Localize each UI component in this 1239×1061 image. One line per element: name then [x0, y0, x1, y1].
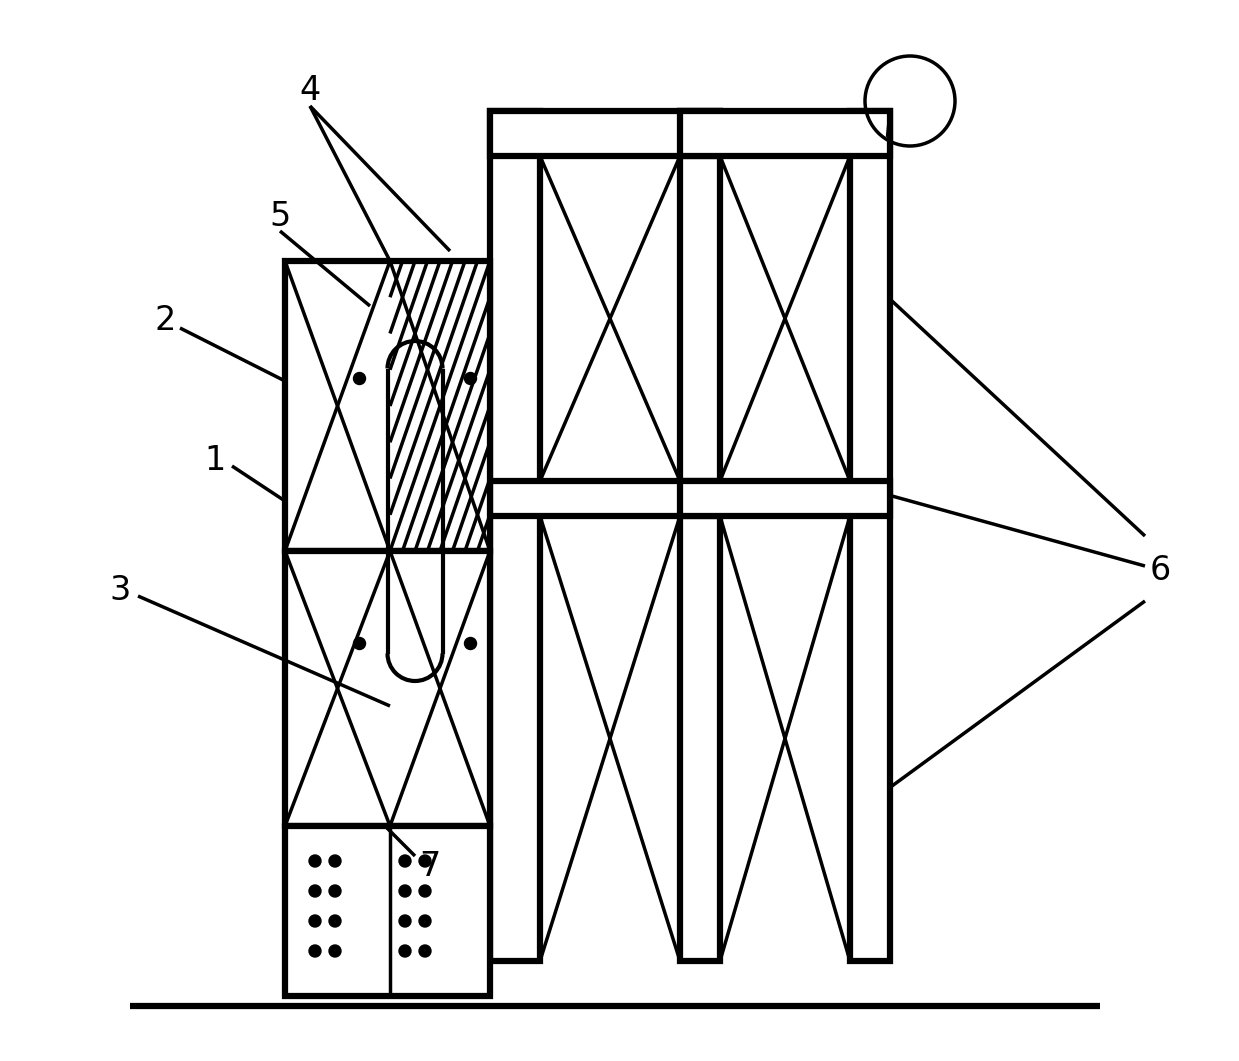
Circle shape [353, 372, 366, 384]
Circle shape [309, 885, 321, 897]
Text: 5: 5 [269, 199, 291, 232]
Bar [285, 261, 489, 551]
Bar [285, 827, 489, 996]
Bar [680, 111, 720, 961]
Bar [489, 481, 720, 516]
Bar [680, 481, 890, 516]
Bar [850, 111, 890, 961]
Text: 2: 2 [155, 305, 176, 337]
Circle shape [330, 885, 341, 897]
Circle shape [309, 915, 321, 927]
Circle shape [309, 945, 321, 957]
Circle shape [419, 885, 431, 897]
Circle shape [309, 855, 321, 867]
Bar [285, 551, 489, 827]
Circle shape [465, 638, 477, 649]
Text: 4: 4 [300, 74, 321, 107]
Bar [680, 111, 890, 156]
Circle shape [419, 945, 431, 957]
Circle shape [419, 855, 431, 867]
Bar [489, 111, 720, 156]
Bar [489, 111, 540, 961]
Circle shape [419, 915, 431, 927]
Circle shape [465, 372, 477, 384]
Circle shape [399, 885, 411, 897]
Text: 7: 7 [419, 850, 441, 883]
Text: 3: 3 [109, 574, 130, 608]
Circle shape [399, 855, 411, 867]
Circle shape [330, 855, 341, 867]
Text: 6: 6 [1150, 555, 1171, 588]
Text: 1: 1 [204, 445, 225, 477]
Circle shape [330, 915, 341, 927]
Circle shape [399, 945, 411, 957]
Circle shape [353, 638, 366, 649]
Circle shape [399, 915, 411, 927]
Circle shape [330, 945, 341, 957]
